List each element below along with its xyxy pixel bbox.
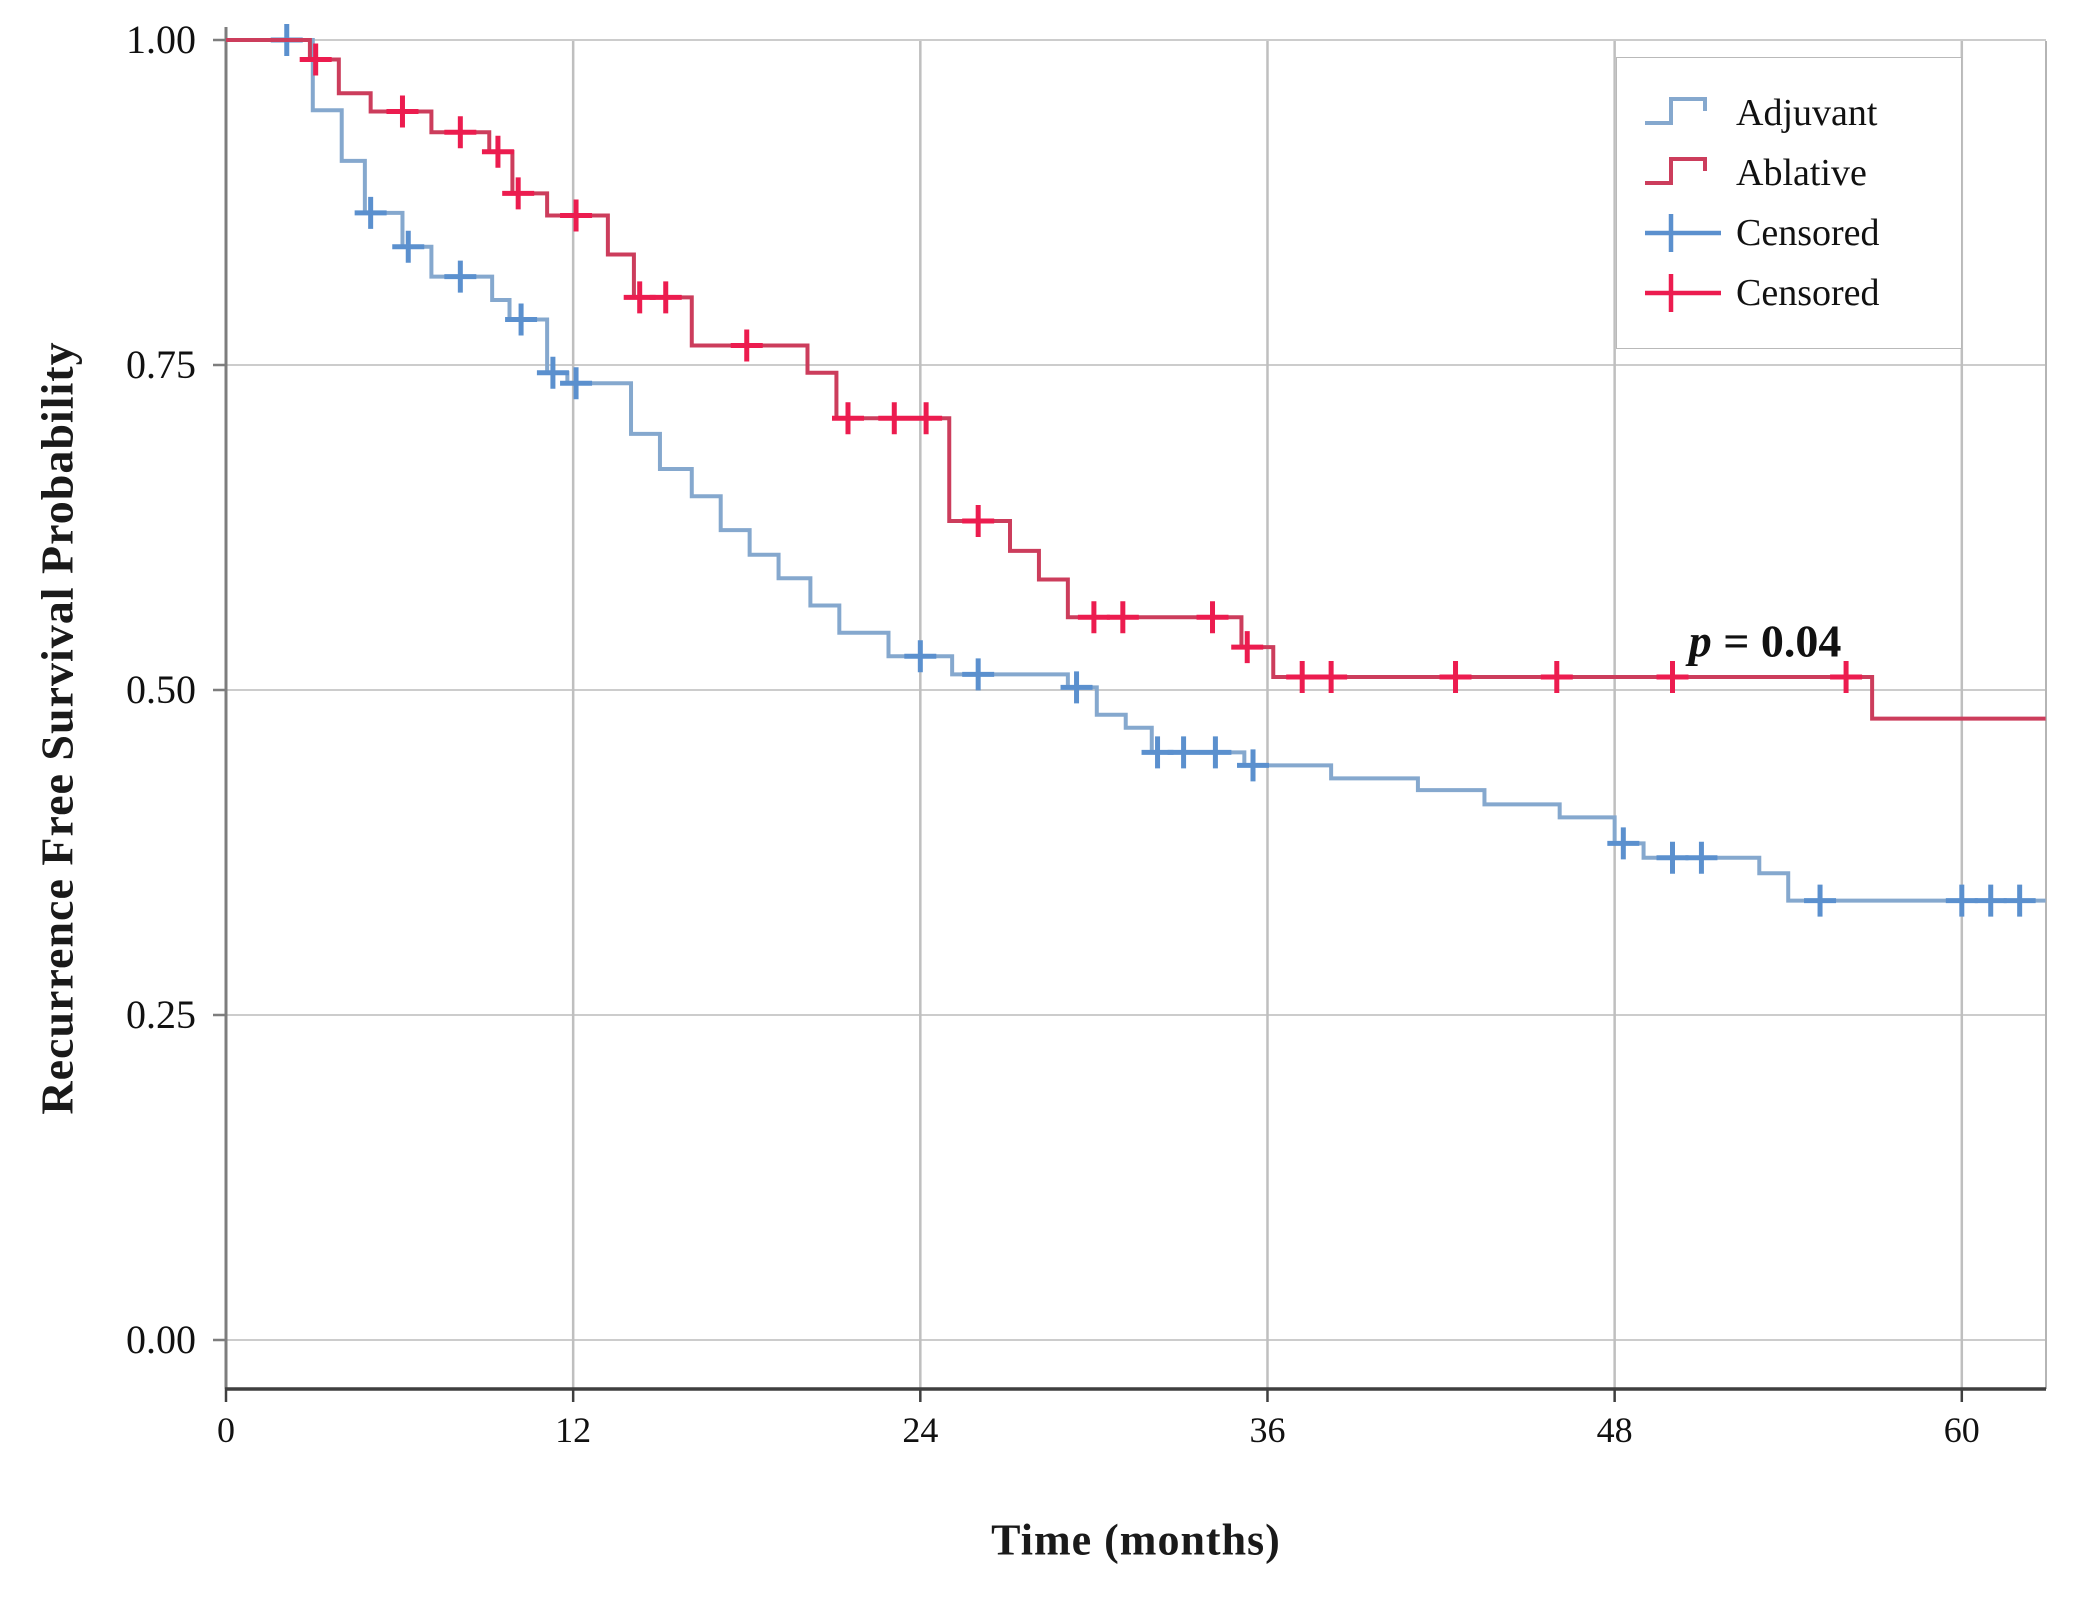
legend-step-glyph-adjuvant-icon [1645, 97, 1707, 125]
ablative-censor-mark [1106, 601, 1139, 634]
x-tick-label-12: 12 [555, 1410, 592, 1450]
ablative-censor-mark [560, 199, 593, 232]
legend-label: Censored [1736, 212, 1880, 254]
ablative-censor-mark [1439, 661, 1472, 693]
ablative-censor-mark [730, 329, 763, 362]
adjuvant-censor-mark [1945, 884, 1978, 917]
ablative-censor-mark [878, 402, 911, 435]
adjuvant-censor-mark [536, 356, 569, 389]
adjuvant-censor-mark [392, 230, 425, 263]
x-tick-label-0: 0 [217, 1410, 235, 1450]
legend-censor-glyph-ablative-icon [1645, 274, 1721, 312]
adjuvant-censor-mark [1167, 736, 1200, 769]
legend-item-censored-ablative: Censored [1641, 263, 1961, 323]
legend-label: Censored [1736, 272, 1880, 314]
adjuvant-censor-mark [904, 640, 937, 673]
x-tick-label-48: 48 [1596, 1410, 1633, 1450]
ablative-censor-mark [1656, 661, 1689, 693]
legend-item-ablative: Ablative [1641, 143, 1961, 203]
legend-label: Ablative [1736, 152, 1867, 194]
ablative-censor-mark [1231, 631, 1264, 664]
ablative-censor-mark [831, 402, 864, 435]
adjuvant-censor-mark [505, 303, 538, 336]
ablative-censor-mark [910, 402, 943, 435]
p-symbol: p [1688, 615, 1712, 667]
adjuvant-curve [226, 38, 2046, 903]
adjuvant-censor-mark [2003, 884, 2036, 917]
legend-item-adjuvant: Adjuvant [1641, 83, 1961, 143]
ablative-censor-mark [1286, 661, 1319, 693]
adjuvant-censor-mark [1607, 827, 1640, 860]
adjuvant-censor-mark [1974, 884, 2007, 917]
adjuvant-censor-mark [354, 196, 387, 229]
ablative-censor-mark [1315, 661, 1348, 693]
ablative-censor-mark [386, 95, 419, 128]
x-tick-label-36: 36 [1249, 1410, 1286, 1450]
x-axis-title: Time (months) [991, 1515, 1281, 1565]
ablative-censor-mark [299, 43, 332, 76]
legend-step-glyph-ablative-icon [1645, 157, 1707, 185]
ablative-censor-mark [444, 116, 477, 149]
ablative-censor-mark [962, 505, 995, 537]
x-tick-label-60: 60 [1943, 1410, 1980, 1450]
ablative-censor-mark [1540, 661, 1573, 693]
y-tick-label-0.75: 0.75 [126, 342, 196, 387]
ablative-censor-mark [502, 177, 535, 210]
legend-label: Adjuvant [1736, 92, 1878, 134]
ablative-censor-mark [1196, 601, 1229, 634]
adjuvant-censor-mark [1804, 884, 1837, 917]
adjuvant-censor-mark [1685, 841, 1718, 874]
legend: Adjuvant Ablative Censored Censored [1616, 57, 1962, 349]
p-value-annotation: p = 0.04 [1689, 614, 1842, 667]
adjuvant-censor-mark [444, 260, 477, 293]
ablative-censor-mark [649, 281, 682, 314]
y-tick-label-0.00: 0.00 [126, 1317, 196, 1362]
legend-item-censored-adjuvant: Censored [1641, 203, 1961, 263]
ablative-censor-mark [481, 135, 514, 168]
y-tick-label-0.25: 0.25 [126, 992, 196, 1037]
adjuvant-censor-mark [560, 367, 593, 400]
ablative-censor-mark [1077, 601, 1110, 634]
ablative-censor-mark [1830, 661, 1863, 693]
x-tick-label-24: 24 [902, 1410, 939, 1450]
adjuvant-censor-mark [962, 658, 995, 691]
y-tick-label-1.00: 1.00 [126, 17, 196, 62]
legend-censor-glyph-adjuvant-icon [1645, 214, 1721, 252]
adjuvant-censor-mark [1060, 671, 1093, 704]
adjuvant-censor-mark [1656, 841, 1689, 874]
p-value-text: = 0.04 [1711, 615, 1842, 667]
y-tick-label-0.50: 0.50 [126, 667, 196, 712]
adjuvant-censor-mark [1199, 736, 1232, 769]
adjuvant-censor-mark [1237, 749, 1270, 782]
